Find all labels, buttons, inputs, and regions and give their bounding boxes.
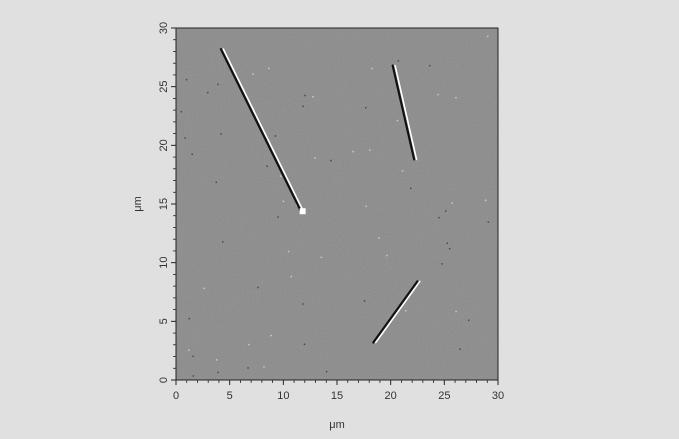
nanowire-lower [372, 280, 421, 344]
debris-speck [405, 310, 407, 312]
debris-speck [487, 221, 490, 223]
debris-speck [192, 355, 194, 358]
debris-speck [371, 67, 373, 70]
x-tick-label: 10 [277, 390, 289, 402]
debris-speck [302, 303, 304, 305]
x-tick-label: 0 [173, 390, 179, 402]
nanowire-tip [299, 208, 306, 215]
debris-speck [365, 106, 367, 109]
debris-speck [191, 153, 193, 156]
debris-speck [248, 343, 250, 346]
debris-speck [215, 359, 218, 361]
nanowire-shadow [219, 48, 303, 214]
debris-speck [320, 256, 323, 259]
debris-speck [290, 275, 292, 278]
debris-speck [185, 78, 188, 81]
debris-speck [287, 250, 290, 253]
debris-speck [429, 64, 431, 67]
debris-speck [325, 370, 328, 373]
debris-speck [467, 319, 470, 322]
debris-speck [280, 175, 282, 177]
debris-speck [459, 348, 461, 350]
debris-speck [363, 300, 366, 302]
debris-speck [222, 241, 224, 243]
debris-speck [451, 202, 454, 204]
y-tick-label: 5 [158, 318, 170, 324]
debris-speck [263, 366, 265, 368]
debris-speck [184, 137, 186, 139]
debris-speck [266, 165, 268, 168]
debris-speck [302, 105, 304, 108]
debris-speck [303, 343, 306, 346]
debris-speck [203, 287, 206, 290]
debris-speck [438, 216, 440, 219]
debris-speck [437, 93, 439, 96]
nanowire-highlight [222, 48, 305, 214]
debris-speck [187, 349, 190, 351]
surface-debris [180, 35, 490, 377]
debris-speck [484, 199, 487, 202]
debris-speck [441, 263, 443, 265]
x-tick-label: 15 [331, 390, 343, 402]
debris-speck [252, 73, 254, 75]
nanowire-highlight [394, 64, 418, 161]
nanowire-highlight [374, 280, 421, 344]
debris-speck [207, 91, 209, 94]
debris-speck [215, 181, 218, 184]
debris-speck [220, 133, 222, 135]
debris-speck [282, 200, 285, 203]
debris-speck [445, 210, 447, 212]
nanowire-features [219, 48, 421, 344]
debris-speck [217, 371, 219, 374]
debris-speck [369, 149, 371, 151]
debris-speck [268, 67, 270, 70]
debris-speck [396, 119, 399, 122]
debris-speck [274, 135, 277, 137]
y-axis-title: μm [132, 196, 144, 212]
x-axis-ticks: 0 5 10 15 20 25 30 [173, 380, 504, 402]
debris-speck [378, 237, 380, 239]
nanowire-shadow [391, 64, 416, 161]
debris-speck [455, 310, 457, 313]
debris-speck [277, 216, 279, 218]
debris-speck [180, 110, 183, 113]
y-tick-label: 10 [158, 257, 170, 269]
y-tick-label: 20 [158, 139, 170, 151]
x-axis-title: μm [329, 419, 345, 431]
debris-speck [397, 60, 400, 62]
y-tick-label: 15 [158, 198, 170, 210]
debris-speck [270, 334, 272, 337]
x-tick-label: 25 [438, 390, 450, 402]
x-tick-label: 20 [385, 390, 397, 402]
debris-speck [217, 83, 219, 86]
debris-speck [455, 96, 457, 99]
y-tick-label: 30 [158, 22, 170, 34]
x-tick-label: 30 [492, 390, 504, 402]
debris-speck [257, 286, 259, 289]
afm-surface-grain [176, 28, 498, 380]
y-tick-label: 0 [158, 377, 170, 383]
debris-speck [330, 159, 332, 162]
debris-speck [352, 150, 354, 153]
debris-speck [247, 367, 249, 369]
debris-speck [446, 242, 449, 245]
debris-speck [486, 35, 489, 38]
y-tick-label: 25 [158, 81, 170, 93]
nanowire-shadow [372, 280, 419, 344]
debris-speck [448, 248, 451, 250]
x-tick-label: 5 [227, 390, 233, 402]
debris-speck [312, 95, 314, 98]
debris-speck [401, 170, 404, 172]
debris-speck [304, 94, 306, 97]
nanowire-left [219, 48, 306, 215]
debris-speck [409, 187, 412, 190]
debris-speck [386, 254, 388, 257]
debris-speck [314, 157, 316, 159]
nanowire-right [391, 64, 418, 161]
debris-speck [192, 375, 195, 377]
debris-speck [188, 317, 191, 320]
y-axis-ticks: 0 5 10 15 20 25 30 [158, 22, 176, 383]
debris-speck [365, 205, 367, 208]
